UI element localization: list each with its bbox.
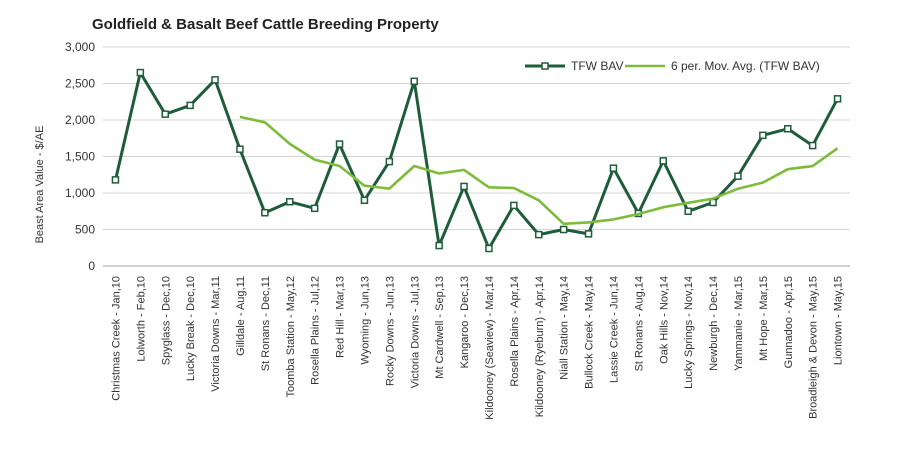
x-tick-label: Broadleigh & Devon - May,15 xyxy=(808,276,820,419)
y-tick-label: 1,000 xyxy=(65,186,95,200)
y-tick-label: 500 xyxy=(75,223,95,237)
data-point xyxy=(584,230,593,238)
data-point xyxy=(435,241,443,250)
data-point xyxy=(186,101,194,110)
x-tick-label: Niall Station - May,14 xyxy=(559,276,571,380)
data-point xyxy=(236,145,244,153)
x-tick-label: Spyglass - Dec,10 xyxy=(160,276,172,365)
data-point xyxy=(808,141,817,150)
data-point xyxy=(535,230,543,239)
data-point xyxy=(759,131,767,140)
x-tick-label: Kildooney (Seaview) - Mar,14 xyxy=(484,276,496,420)
data-point xyxy=(734,172,742,180)
x-tick-label: Mt Cardwell - Sep,13 xyxy=(434,276,446,379)
chart-title: Goldfield & Basalt Beef Cattle Breeding … xyxy=(92,16,439,33)
data-point xyxy=(111,176,120,184)
x-tick-label: Lolworth - Feb,10 xyxy=(135,276,147,362)
data-point xyxy=(310,204,319,213)
y-tick-label: 2,500 xyxy=(65,77,95,91)
data-point xyxy=(485,244,493,253)
y-tick-label: 1,500 xyxy=(65,150,95,164)
x-tick-label: Gunnadoo - Apr,15 xyxy=(783,276,795,368)
data-point xyxy=(261,208,269,217)
x-tick-label: Oak Hills - Nov,14 xyxy=(658,276,670,364)
legend-marker xyxy=(541,62,549,70)
y-tick-label: 2,000 xyxy=(65,113,95,127)
data-point xyxy=(385,157,394,166)
x-tick-label: Mt Hope - Mar,15 xyxy=(758,276,770,361)
legend-label: 6 per. Mov. Avg. (TFW BAV) xyxy=(671,59,820,73)
x-tick-label: Victoria Downs - Mar,11 xyxy=(210,276,222,392)
legend-label: TFW BAV xyxy=(571,59,623,73)
series-line xyxy=(114,71,839,250)
x-tick-label: St Ronans - Dec,11 xyxy=(260,276,272,371)
x-tick-label: Gilldale - Aug,11 xyxy=(235,276,247,356)
x-tick-label: Wyoming - Jun,13 xyxy=(359,276,371,365)
x-tick-label: Red Hill - Mar,13 xyxy=(335,276,347,358)
data-point xyxy=(136,68,145,77)
x-tick-label: Rosella Plains - Jul,12 xyxy=(310,276,322,385)
x-tick-label: Lassie Creek - Jun,14 xyxy=(608,276,620,383)
data-point xyxy=(709,198,717,207)
data-point xyxy=(460,182,468,191)
data-point xyxy=(335,140,344,148)
x-tick-label: Bullock Creek - May,14 xyxy=(584,276,596,389)
data-point xyxy=(161,110,169,118)
x-tick-label: Rosella Plains - Apr,14 xyxy=(509,276,521,387)
y-axis-title: Beast Area Value - $/AE xyxy=(34,126,46,244)
x-tick-label: Lucky Break - Dec,10 xyxy=(185,276,197,381)
y-tick-label: 0 xyxy=(88,259,95,273)
x-tick-label: Yammanie - Mar,15 xyxy=(733,276,745,371)
x-tick-label: Rocky Downs - Jun,13 xyxy=(384,276,396,386)
x-tick-label: St Ronans - Aug,14 xyxy=(633,276,645,371)
data-point xyxy=(609,164,618,172)
x-tick-label: Newburgh - Dec,14 xyxy=(708,276,720,371)
x-tick-label: Toomba Station - May,12 xyxy=(285,276,297,397)
data-point xyxy=(659,157,667,165)
x-tick-label: Kangaroo - Dec,13 xyxy=(459,276,471,368)
x-tick-label: Kildooney (Ryeburn) - Apr,14 xyxy=(534,276,546,417)
gridlines xyxy=(103,46,850,267)
data-point xyxy=(833,95,842,103)
data-point xyxy=(360,196,369,205)
x-tick-label: Liontown - May,15 xyxy=(833,276,845,365)
data-point xyxy=(286,198,294,206)
series-line xyxy=(239,115,839,226)
data-point xyxy=(211,76,219,84)
x-tick-label: Lucky Springs - Nov,14 xyxy=(683,276,695,389)
data-point xyxy=(559,225,568,234)
x-tick-label: Christmas Creek - Jan,10 xyxy=(110,276,122,401)
data-point xyxy=(510,201,518,210)
data-point xyxy=(684,207,692,215)
data-point xyxy=(410,77,418,86)
y-tick-label: 3,000 xyxy=(65,40,95,54)
x-tick-label: Victoria Downs - Jul,13 xyxy=(409,276,421,388)
data-point xyxy=(784,125,792,133)
